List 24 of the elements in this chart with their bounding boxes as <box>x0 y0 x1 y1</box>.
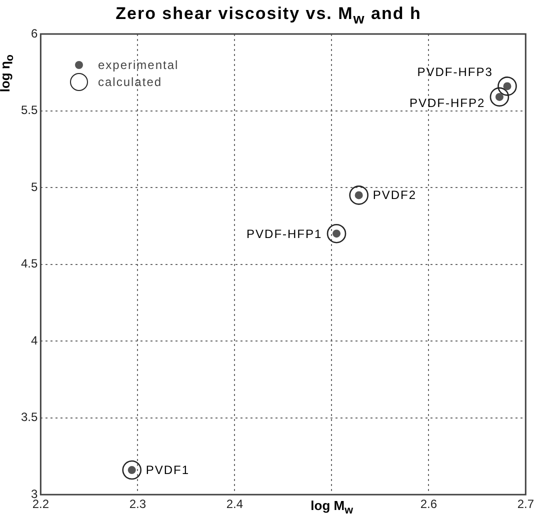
x-axis-title: log M$_{w}$ <box>310 498 354 517</box>
y-tick-label: 3.5 <box>20 410 38 424</box>
y-tick-label: 4.5 <box>20 256 38 271</box>
y-tick-label: 4 <box>30 333 38 348</box>
annotation: PVDF-HFP3 <box>417 65 493 80</box>
annotation: PVDF2 <box>372 188 416 202</box>
y-tick-label: 5 <box>30 180 38 194</box>
point <box>498 76 517 96</box>
point <box>326 224 346 244</box>
annotation: PVDF1 <box>146 463 190 478</box>
point <box>490 87 510 107</box>
annotation: PVDF-HFP1 <box>246 226 322 241</box>
chart-title: Zero shear viscosity vs. M$_{w}$ and h <box>114 4 422 28</box>
x-tick-label: 2.4 <box>226 497 244 512</box>
y-tick-label: 6 <box>30 26 38 40</box>
legend-label: calculated <box>98 74 162 88</box>
x-tick-label: 2.7 <box>517 497 534 512</box>
x-tick-label: 2.6 <box>420 497 438 512</box>
y-tick-label: 5.5 <box>20 103 38 118</box>
x-tick-label: 2.3 <box>129 497 146 512</box>
point <box>349 186 368 205</box>
annotation: PVDF-HFP2 <box>409 96 486 110</box>
point <box>122 460 142 480</box>
legend-label: experimental <box>98 58 179 72</box>
